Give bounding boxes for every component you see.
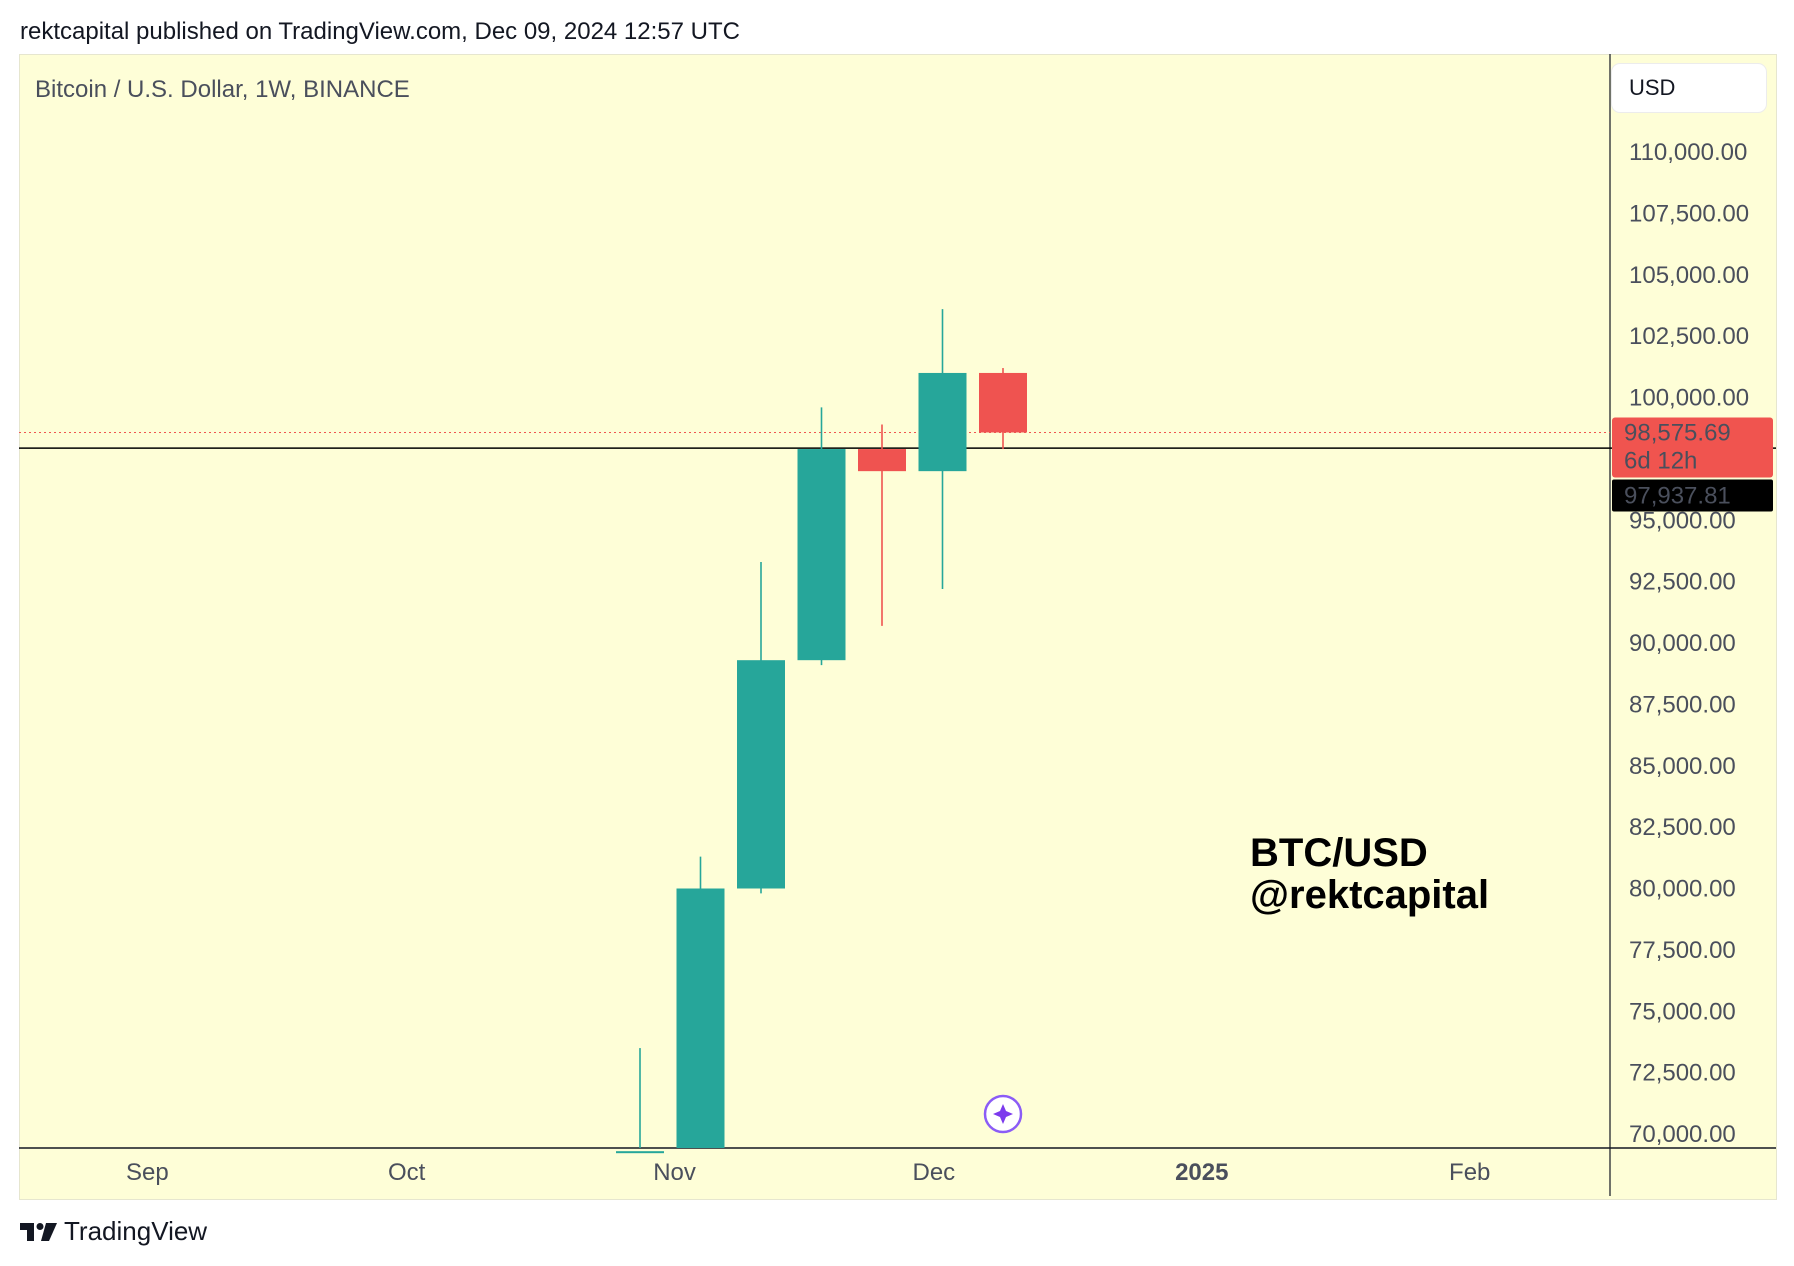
candle[interactable]	[616, 1048, 664, 1154]
y-tick-label: 87,500.00	[1629, 691, 1736, 718]
y-tick-label: 92,500.00	[1629, 569, 1736, 596]
y-tick-label: 70,000.00	[1629, 1121, 1736, 1148]
candle[interactable]	[797, 407, 846, 666]
watermark-line-pair: BTC/USD	[1250, 831, 1428, 875]
symbol-title[interactable]: Bitcoin / U.S. Dollar, 1W, BINANCE	[35, 76, 410, 103]
price-tag-value: 98,575.69	[1624, 419, 1731, 446]
candle[interactable]	[737, 561, 785, 894]
y-tick-label: 77,500.00	[1629, 937, 1736, 964]
y-tick-label: 110,000.00	[1629, 139, 1747, 166]
chart-area[interactable]	[19, 54, 1777, 1200]
y-tick-label: 107,500.00	[1629, 200, 1749, 227]
candle-body	[616, 1151, 664, 1154]
x-tick-label: Oct	[388, 1159, 426, 1186]
y-tick-label: 95,000.00	[1629, 507, 1736, 534]
x-tick-label: Nov	[653, 1159, 696, 1186]
bar-countdown: 6d 12h	[1624, 447, 1697, 474]
x-tick-label: Sep	[126, 1159, 169, 1186]
y-tick-label: 75,000.00	[1629, 998, 1736, 1025]
candle[interactable]	[979, 368, 1027, 450]
candle-body	[858, 449, 906, 472]
watermark-text: BTC/USD @rektcapital	[1250, 832, 1489, 916]
sparkle-icon	[993, 1104, 1013, 1124]
candle[interactable]	[918, 309, 967, 589]
candle-body	[737, 660, 785, 889]
y-tick-label: 80,000.00	[1629, 876, 1736, 903]
candle[interactable]	[858, 424, 906, 626]
tradingview-logo[interactable]: TradingView	[20, 1216, 207, 1247]
level-tag-value: 97,937.81	[1624, 482, 1731, 509]
y-tick-label: 105,000.00	[1629, 262, 1749, 289]
candle-body	[979, 372, 1027, 433]
publish-header: rektcapital published on TradingView.com…	[20, 18, 740, 45]
tradingview-logo-icon	[20, 1222, 57, 1241]
y-tick-label: 72,500.00	[1629, 1060, 1736, 1087]
x-tick-label: Dec	[913, 1159, 956, 1186]
x-tick-label: 2025	[1175, 1159, 1228, 1186]
price-tag-box	[1612, 417, 1773, 478]
event-marker-icon[interactable]	[983, 1094, 1023, 1134]
level-tag-box	[1612, 479, 1773, 512]
currency-selector[interactable]: USD	[1612, 64, 1766, 112]
y-tick-label: 85,000.00	[1629, 753, 1736, 780]
y-tick-label: 90,000.00	[1629, 630, 1736, 657]
watermark-line-author: @rektcapital	[1250, 873, 1490, 917]
y-tick-label: 100,000.00	[1629, 385, 1749, 412]
candle-body	[918, 372, 967, 472]
y-tick-label: 102,500.00	[1629, 323, 1749, 350]
candle[interactable]	[676, 856, 725, 1148]
candle-body	[797, 449, 846, 661]
tradingview-brand-text: TradingView	[64, 1216, 208, 1246]
y-tick-label: 82,500.00	[1629, 814, 1736, 841]
candle-body	[676, 888, 725, 1148]
x-tick-label: Feb	[1449, 1159, 1490, 1186]
